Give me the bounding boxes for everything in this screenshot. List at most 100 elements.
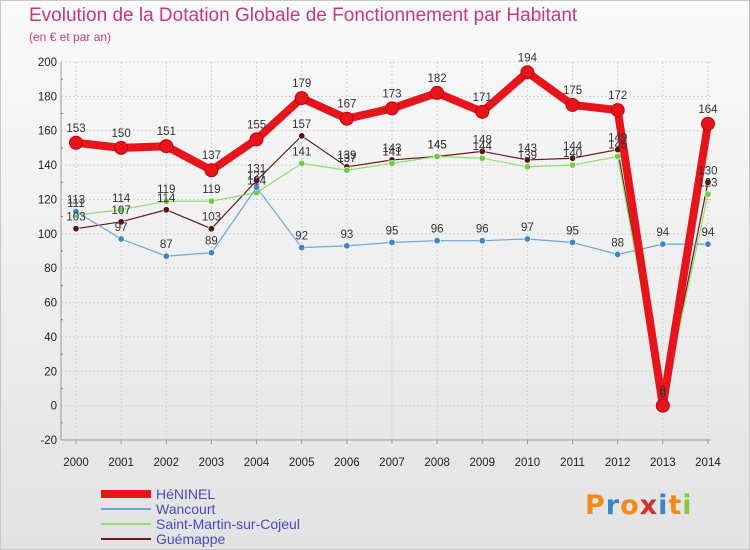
data-label: 137 <box>202 150 221 162</box>
data-label: 137 <box>337 153 356 165</box>
data-point <box>117 218 125 226</box>
data-label: 131 <box>247 164 266 176</box>
x-tick-label: 2009 <box>469 457 495 469</box>
data-point <box>523 235 531 243</box>
data-label: 114 <box>112 193 131 205</box>
data-label: 182 <box>428 73 447 85</box>
x-tick-label: 2012 <box>605 457 631 469</box>
data-point <box>430 85 445 100</box>
data-label: 145 <box>608 140 627 152</box>
data-point <box>384 101 399 116</box>
data-point <box>388 159 396 167</box>
data-point <box>700 116 715 131</box>
data-point <box>343 242 351 250</box>
axes: -20 0 20 40 60 80 100 120 140 160 180 200 2000 2001 20… <box>38 57 722 469</box>
data-label: 149 <box>608 133 627 145</box>
data-label: 94 <box>702 227 715 239</box>
series-wancourt <box>72 183 712 260</box>
data-label: 119 <box>157 184 175 196</box>
logo-letter: i <box>658 490 669 521</box>
grid <box>61 61 711 441</box>
data-point <box>159 139 174 154</box>
series-saint-martin-sur-cojeul <box>72 153 712 410</box>
data-point <box>569 238 577 246</box>
x-tick-label: 2008 <box>424 457 450 469</box>
data-label: 0 <box>660 389 666 401</box>
data-point <box>433 153 441 161</box>
data-point <box>478 237 486 245</box>
data-label: 89 <box>205 236 218 248</box>
y-tick-label: 20 <box>44 366 57 378</box>
x-tick-label: 2006 <box>334 457 360 469</box>
x-tick-label: 2003 <box>199 457 225 469</box>
logo-letter: r <box>605 490 621 521</box>
data-label: 113 <box>67 194 85 206</box>
y-tick-label: 140 <box>38 160 57 172</box>
data-label: 123 <box>698 177 717 189</box>
y-tick-label: 180 <box>38 91 57 103</box>
data-label: 0 <box>660 389 666 401</box>
data-label: 92 <box>295 231 308 243</box>
data-label: 143 <box>382 143 401 155</box>
data-label: 119 <box>202 184 220 196</box>
data-label: 95 <box>566 225 579 237</box>
data-point <box>162 206 170 214</box>
logo-letter: x <box>639 490 659 521</box>
legend-swatch <box>101 508 151 510</box>
data-label: 141 <box>292 146 311 158</box>
data-point <box>253 177 261 185</box>
legend-swatch <box>101 523 151 525</box>
data-label: 155 <box>247 119 266 131</box>
data-label: 96 <box>476 224 489 236</box>
data-label: 87 <box>160 239 173 251</box>
y-tick-label: 80 <box>44 263 57 275</box>
data-point <box>249 132 264 147</box>
data-point <box>614 153 622 161</box>
data-label: 164 <box>698 104 718 116</box>
data-point <box>298 132 306 140</box>
proxiti-logo: Proxiti <box>585 490 693 521</box>
data-point <box>253 183 261 191</box>
data-label: 94 <box>656 227 669 239</box>
data-label: 145 <box>428 140 447 152</box>
data-point <box>117 206 125 214</box>
legend-label: Guémappe <box>156 531 226 547</box>
data-label: 127 <box>247 170 266 182</box>
series-heninel <box>69 65 715 413</box>
data-label: 103 <box>202 212 221 224</box>
x-tick-label: 2007 <box>379 457 405 469</box>
data-point <box>207 225 215 233</box>
data-point <box>72 207 80 215</box>
data-point <box>475 104 490 119</box>
data-label: 179 <box>292 78 311 90</box>
data-label: 153 <box>66 123 85 135</box>
data-label: 143 <box>518 143 537 155</box>
data-label: 148 <box>473 134 492 146</box>
x-tick-label: 2010 <box>515 457 541 469</box>
y-tick-label: 60 <box>44 298 57 310</box>
data-label: 130 <box>698 165 717 177</box>
data-point <box>204 163 219 178</box>
x-tick-label: 2011 <box>560 457 585 469</box>
x-tick-label: 2013 <box>650 457 676 469</box>
data-point <box>298 244 306 252</box>
data-label: 114 <box>157 193 176 205</box>
data-point <box>207 249 215 257</box>
data-label: 175 <box>563 85 582 97</box>
data-label: 140 <box>563 148 582 160</box>
legend-swatch <box>101 538 151 540</box>
y-tick-label: 160 <box>38 126 57 138</box>
legend-swatch <box>101 490 151 498</box>
y-tick-label: 200 <box>38 57 57 69</box>
series <box>69 65 715 413</box>
data-point <box>610 103 625 118</box>
data-label: 150 <box>112 128 131 140</box>
plot-area <box>61 62 711 440</box>
data-point <box>704 190 712 198</box>
data-label: 103 <box>66 212 85 224</box>
logo-letter: i <box>682 490 693 521</box>
data-point <box>117 235 125 243</box>
chart-title: Evolution de la Dotation Globale de Fonc… <box>29 5 578 26</box>
